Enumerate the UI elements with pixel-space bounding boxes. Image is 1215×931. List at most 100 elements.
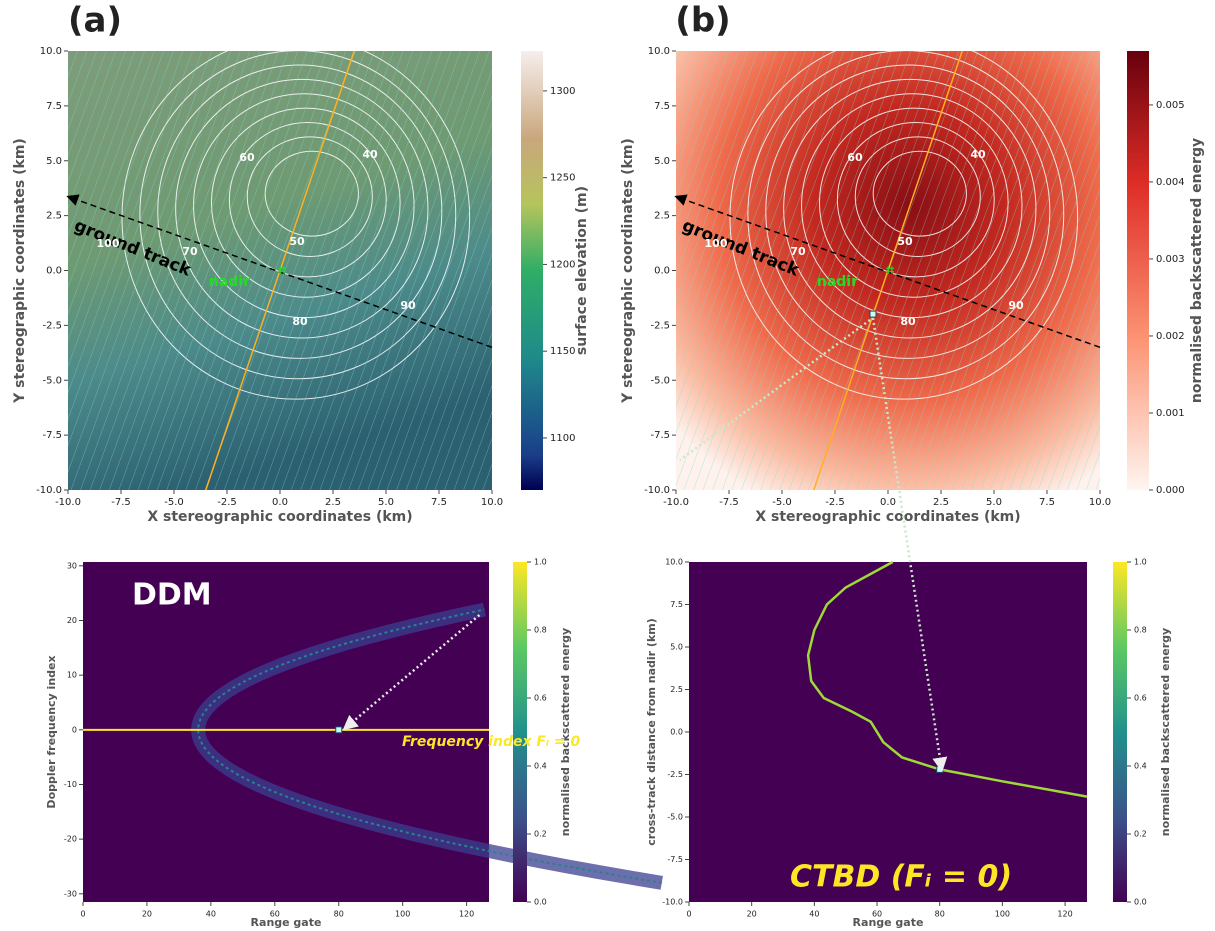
y-tick-label: -5.0 — [42, 375, 62, 386]
x-tick-label: -7.5 — [719, 497, 739, 508]
colorbar-tick-label: 0.000 — [1156, 485, 1185, 496]
annotation: 40 — [362, 148, 378, 161]
x-tick-label: 10.0 — [481, 497, 503, 508]
x-tick-label: 7.5 — [1039, 497, 1055, 508]
x-tick-label: 0 — [686, 910, 691, 919]
y-tick-label: 0.0 — [654, 266, 670, 277]
annotation: 60 — [239, 151, 255, 164]
colorbar-label: normalised backscattered energy — [559, 628, 572, 836]
x-tick-label: 7.5 — [431, 497, 447, 508]
y-tick-label: -5.0 — [667, 813, 683, 822]
y-tick-label: -2.5 — [667, 770, 683, 779]
y-tick-label: -10.0 — [662, 898, 683, 907]
nadir-marker: ⌗ — [277, 263, 286, 279]
colorbar — [1113, 562, 1127, 902]
annotation: 70 — [182, 245, 198, 258]
ground-track-line — [674, 194, 1101, 349]
y-axis-label: Y stereographic coordinates (km) — [12, 138, 28, 404]
annotation: nadir — [209, 274, 250, 290]
y-tick-label: -10 — [64, 780, 77, 789]
colorbar-tick-label: 0.6 — [1134, 694, 1147, 703]
y-axis-label: Doppler frequency index — [45, 655, 58, 808]
heatmap-image — [689, 562, 1087, 902]
colorbar-tick-label: 1100 — [550, 433, 575, 444]
y-tick-label: -10.0 — [36, 485, 62, 496]
y-tick-label: 5.0 — [654, 156, 670, 167]
colorbar — [521, 51, 543, 490]
y-tick-label: 0.0 — [46, 266, 62, 277]
colorbar-label: surface elevation (m) — [574, 186, 590, 355]
annotation: 90 — [1008, 299, 1024, 312]
along-track-line — [813, 50, 963, 491]
colorbar-tick-label: 0.003 — [1156, 254, 1185, 265]
x-axis-label: Range gate — [251, 916, 322, 929]
x-tick-label: -5.0 — [164, 497, 184, 508]
heatmap-image — [83, 562, 489, 902]
annotation: 90 — [400, 299, 416, 312]
colorbar-tick-label: 0.8 — [534, 626, 547, 635]
annotation: CTBD (Fᵢ = 0) — [790, 860, 1012, 895]
y-tick-label: 2.5 — [46, 211, 62, 222]
colorbar-tick-label: 1200 — [550, 259, 575, 270]
colorbar-tick-label: 0.0 — [534, 898, 547, 907]
y-tick-label: -2.5 — [650, 320, 670, 331]
nadir-marker: ⌗ — [885, 263, 894, 279]
annotation: 40 — [970, 148, 986, 161]
colorbar-tick-label: 0.4 — [1134, 762, 1147, 771]
y-tick-label: -10.0 — [644, 485, 670, 496]
y-axis-label: Y stereographic coordinates (km) — [620, 138, 636, 404]
y-tick-label: 7.5 — [654, 101, 670, 112]
ddm-echo — [191, 602, 663, 890]
annotation: 80 — [292, 315, 308, 328]
y-tick-label: -7.5 — [42, 430, 62, 441]
colorbar-tick-label: 1250 — [550, 173, 575, 184]
y-tick-label: 10.0 — [648, 46, 670, 57]
link-arrow — [679, 318, 871, 462]
annotation: 50 — [289, 235, 305, 248]
x-tick-label: 40 — [206, 910, 216, 919]
colorbar-tick-label: 0.005 — [1156, 100, 1185, 111]
selected-cell — [936, 765, 944, 773]
colorbar-label: normalised backscattered energy — [1159, 628, 1172, 836]
colorbar-tick-label: 1.0 — [534, 558, 547, 567]
x-tick-label: 80 — [935, 910, 945, 919]
colorbar-tick-label: 0.002 — [1156, 331, 1185, 342]
y-tick-label: 5.0 — [670, 643, 683, 652]
x-tick-label: -5.0 — [772, 497, 792, 508]
x-tick-label: 0.0 — [272, 497, 288, 508]
annotation: 70 — [790, 245, 806, 258]
y-tick-label: 10.0 — [665, 558, 683, 567]
x-tick-label: 120 — [459, 910, 474, 919]
y-tick-label: -2.5 — [42, 320, 62, 331]
annotation: 100 — [705, 237, 728, 250]
annotation: 50 — [897, 235, 913, 248]
y-tick-label: 30 — [67, 561, 77, 570]
link-arrow — [871, 317, 948, 773]
colorbar-tick-label: 0.4 — [534, 762, 547, 771]
x-tick-label: 0.0 — [880, 497, 896, 508]
x-tick-label: -10.0 — [663, 497, 689, 508]
colorbar — [513, 562, 527, 902]
colorbar-tick-label: 0.8 — [1134, 626, 1147, 635]
x-tick-label: 0 — [80, 910, 85, 919]
y-tick-label: -5.0 — [650, 375, 670, 386]
y-tick-label: -7.5 — [650, 430, 670, 441]
x-tick-label: 60 — [270, 910, 280, 919]
panel-label: (a) — [68, 1, 122, 41]
annotation: Frequency index Fᵢ = 0 — [402, 734, 580, 750]
y-tick-label: 2.5 — [654, 211, 670, 222]
x-tick-label: 100 — [995, 910, 1010, 919]
colorbar — [1127, 51, 1149, 490]
y-tick-label: -7.5 — [667, 855, 683, 864]
y-tick-label: 20 — [67, 616, 77, 625]
annotation: nadir — [817, 274, 858, 290]
colorbar-tick-label: 0.001 — [1156, 408, 1185, 419]
x-axis-label: X stereographic coordinates (km) — [147, 509, 412, 525]
y-tick-label: 0 — [72, 725, 77, 734]
y-tick-label: -20 — [64, 835, 77, 844]
y-tick-label: 2.5 — [670, 685, 683, 694]
annotation: 60 — [847, 151, 863, 164]
x-tick-label: 100 — [395, 910, 410, 919]
link-arrow — [342, 614, 481, 731]
